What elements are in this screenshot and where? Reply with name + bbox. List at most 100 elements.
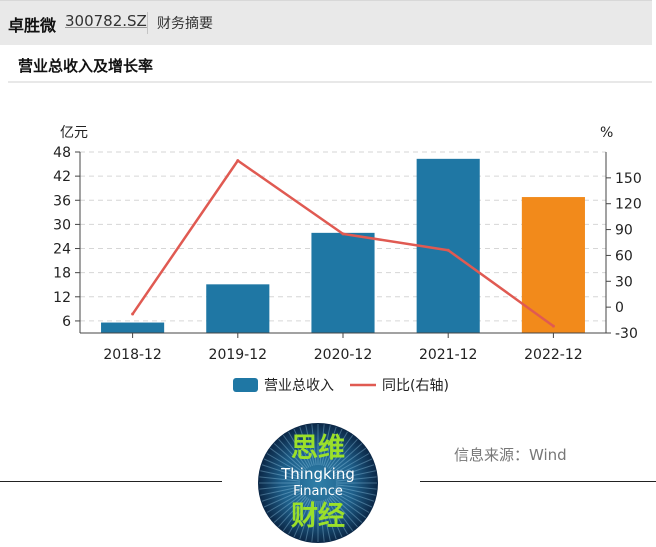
logo-ray — [273, 443, 305, 472]
logo-ray — [305, 500, 315, 541]
logo-ray — [335, 476, 377, 482]
revenue-growth-chart: 6 12 18 24 30 36 42 48 -30 0 30 60 90 120 150 亿元 % 2018-1… — [53, 125, 642, 394]
y-left-unit: 亿元 — [60, 125, 88, 141]
y-left-tick-label: 6 — [62, 314, 71, 330]
logo-ray — [260, 486, 301, 496]
logo-ray — [328, 434, 354, 469]
logo-line1: Thingking — [280, 465, 355, 483]
logo-ray — [269, 493, 304, 519]
logo-ray — [324, 428, 343, 467]
logo-ray — [273, 494, 305, 523]
y-right-tick-label: 150 — [615, 171, 642, 187]
logo-ray — [282, 497, 308, 532]
footer-rule-left — [0, 481, 222, 482]
logo-ray — [329, 438, 358, 470]
logo-ray — [329, 496, 358, 528]
logo-ray — [263, 489, 302, 508]
y-left-tick-label: 30 — [53, 217, 71, 233]
logo-ray — [326, 431, 348, 468]
logo-ray — [282, 434, 308, 469]
x-tick-label: 2022-12 — [524, 347, 583, 363]
logo-ray — [321, 500, 331, 541]
y-right-tick-label: 30 — [615, 274, 633, 290]
logo-ray — [261, 488, 302, 502]
logo-disc — [258, 423, 378, 543]
logo-ray — [331, 494, 363, 523]
logo-ray — [278, 496, 307, 528]
company-name: 卓胜微 — [8, 16, 57, 35]
logo-ray — [305, 425, 315, 466]
logo-ray — [334, 458, 373, 477]
logo-ray — [319, 500, 325, 542]
logo-ray — [335, 486, 376, 496]
logo-ray — [288, 431, 310, 468]
logo-ray — [326, 498, 348, 535]
logo-ray — [278, 438, 307, 470]
y-right-tick-label: -30 — [615, 326, 638, 342]
logo-ray — [259, 484, 301, 490]
header-bar: 卓胜微 300782.SZ 财务摘要 — [0, 0, 652, 45]
growth-point — [446, 248, 450, 252]
revenue-bar — [206, 284, 270, 333]
y-right-tick-label: 120 — [615, 197, 642, 213]
growth-point — [551, 324, 555, 328]
revenue-bar — [311, 232, 375, 333]
x-tick-label: 2018-12 — [103, 347, 162, 363]
x-tick-label: 2020-12 — [314, 347, 373, 363]
logo-ray — [269, 447, 304, 473]
logo-ray — [321, 425, 331, 466]
logo-ray — [333, 453, 370, 475]
stock-code-link[interactable]: 300782.SZ — [65, 12, 147, 30]
logo-ray — [293, 499, 312, 538]
revenue-bar — [101, 322, 165, 333]
logo-ray — [334, 464, 375, 478]
y-right-tick-label: 0 — [615, 300, 624, 316]
y-right-tick-label: 90 — [615, 223, 633, 239]
legend-label-line: 同比(右轴) — [382, 378, 449, 394]
logo-ray — [299, 426, 313, 467]
logo-ray — [334, 488, 375, 502]
logo-ray — [332, 447, 367, 473]
growth-point — [131, 312, 135, 316]
thingking-finance-logo: 思维 Thingking Finance 财经 — [258, 423, 378, 543]
logo-ray — [260, 470, 301, 480]
logo-ray — [333, 491, 370, 513]
x-tick-label: 2019-12 — [209, 347, 268, 363]
logo-ray — [335, 470, 376, 480]
logo-ray — [263, 458, 302, 477]
logo-ray — [323, 426, 337, 467]
legend-swatch-bar — [233, 378, 258, 392]
y-left-tick-label: 12 — [53, 290, 71, 306]
growth-point — [341, 232, 345, 236]
logo-ray — [323, 499, 337, 540]
y-left-tick-label: 36 — [53, 193, 71, 209]
y-right-unit: % — [600, 125, 613, 141]
y-right-tick-label: 60 — [615, 248, 633, 264]
chart-title: 营业总收入及增长率 — [18, 57, 154, 75]
y-left-tick-label: 24 — [53, 242, 71, 258]
logo-ray — [299, 499, 313, 540]
section-title: 财务摘要 — [157, 16, 213, 32]
logo-ray — [293, 428, 312, 467]
footer-rule-right — [420, 481, 656, 482]
logo-ray — [335, 484, 377, 490]
logo-top-text: 思维 — [291, 433, 345, 464]
logo-bottom-text: 财经 — [291, 500, 345, 532]
revenue-bar — [521, 197, 585, 333]
y-left-tick-label: 18 — [53, 266, 71, 282]
growth-point — [236, 159, 240, 163]
header-divider — [147, 12, 148, 34]
logo-ray — [319, 424, 325, 466]
logo-ray — [266, 491, 303, 513]
y-left-tick-label: 48 — [53, 145, 71, 161]
logo-ray — [331, 443, 363, 472]
logo-ray — [328, 497, 354, 532]
logo-ray — [311, 500, 317, 542]
title-divider — [8, 81, 652, 83]
logo-ray — [332, 493, 367, 519]
logo-line2: Finance — [293, 484, 343, 499]
logo-ray — [261, 464, 302, 478]
legend-label-bar: 营业总收入 — [264, 378, 334, 394]
logo-ray — [311, 424, 317, 466]
logo-ray — [259, 476, 301, 482]
